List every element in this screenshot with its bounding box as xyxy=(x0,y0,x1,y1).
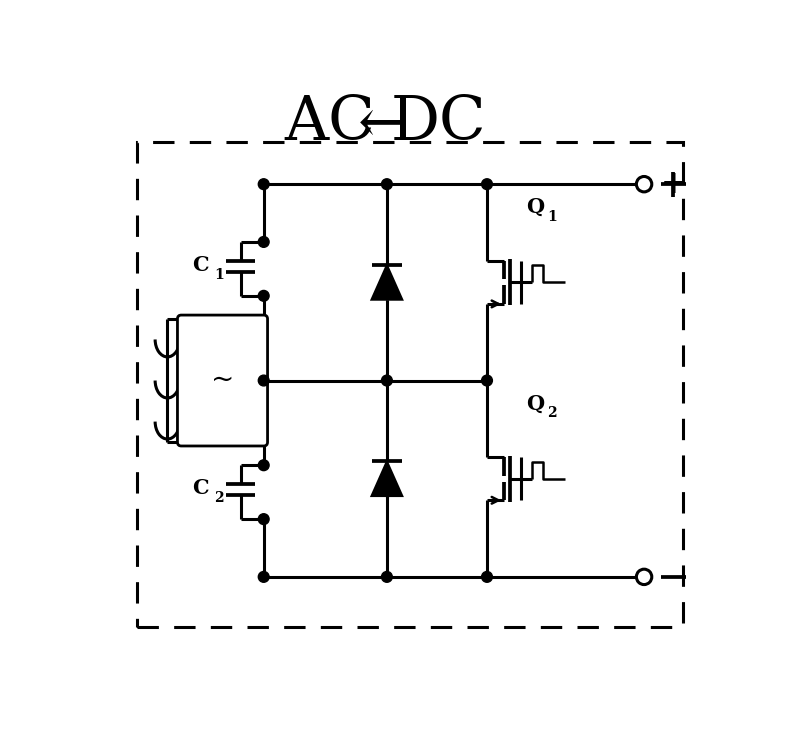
Polygon shape xyxy=(371,265,402,300)
Circle shape xyxy=(636,177,652,192)
Polygon shape xyxy=(371,462,402,496)
FancyBboxPatch shape xyxy=(178,315,267,446)
Text: Q: Q xyxy=(526,393,544,414)
Text: C: C xyxy=(192,478,209,499)
Circle shape xyxy=(382,572,392,582)
Circle shape xyxy=(258,459,269,471)
Circle shape xyxy=(258,290,269,302)
Circle shape xyxy=(482,179,492,190)
Text: C: C xyxy=(192,255,209,275)
Circle shape xyxy=(258,375,269,386)
Circle shape xyxy=(482,375,492,386)
Text: 1: 1 xyxy=(214,268,224,282)
Circle shape xyxy=(258,179,269,190)
Text: 2: 2 xyxy=(547,406,557,420)
Circle shape xyxy=(482,572,492,582)
Text: AC: AC xyxy=(285,92,375,153)
Circle shape xyxy=(258,237,269,247)
Circle shape xyxy=(382,375,392,386)
Circle shape xyxy=(636,569,652,584)
Text: Q: Q xyxy=(526,197,544,217)
Text: +: + xyxy=(661,168,686,200)
Bar xyxy=(137,142,683,627)
Text: 1: 1 xyxy=(547,210,557,223)
Circle shape xyxy=(382,179,392,190)
Text: DC: DC xyxy=(390,92,486,153)
Text: ~: ~ xyxy=(211,367,234,394)
Text: ←: ← xyxy=(358,94,409,154)
Circle shape xyxy=(258,572,269,582)
Text: 2: 2 xyxy=(214,491,224,505)
Circle shape xyxy=(258,514,269,525)
